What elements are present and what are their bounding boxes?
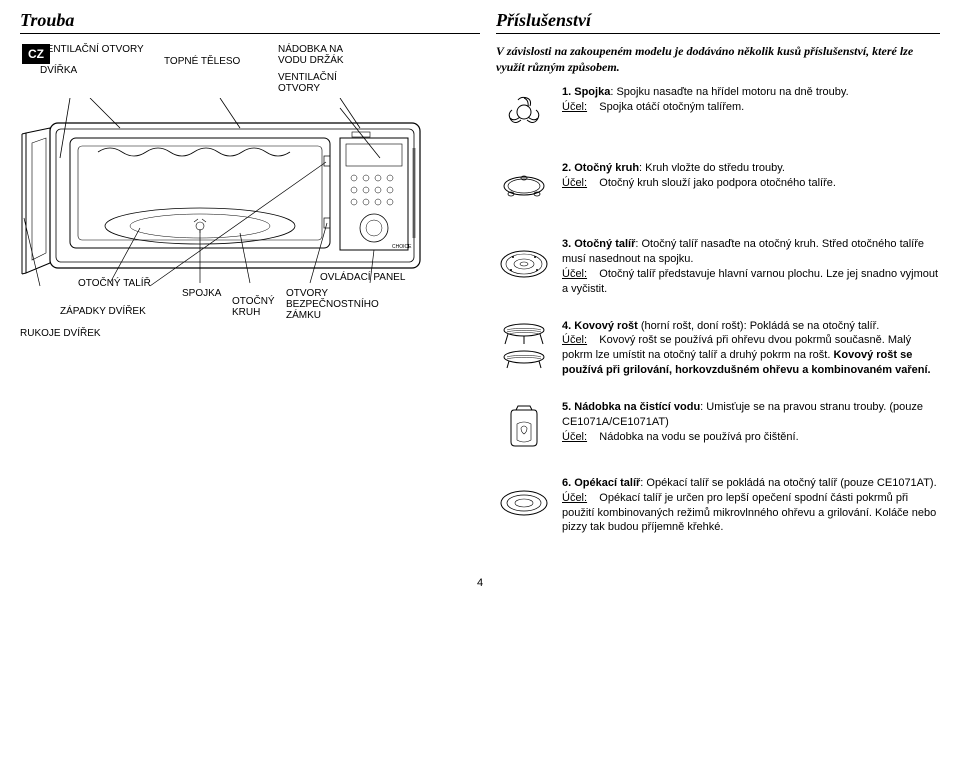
label-otvory-bz: OTVORY BEZPEČNOSTNÍHO ZÁMKU [286,288,379,321]
purpose-label: Účel: [562,101,587,113]
label-otocny-talir: OTOČNÝ TALÍŘ [78,278,151,289]
label-spojka: SPOJKA [182,288,221,299]
accessory-item: 1. Spojka: Spojku nasaďte na hřídel moto… [496,85,940,139]
purpose-text: Nádobka na vodu se používá pro čištění. [599,431,798,443]
purpose-text: Opékací talíř je určen pro lepší opečení… [562,492,936,534]
purpose-text: Otočný talíř představuje hlavní varnou p… [562,268,938,295]
accessory-item: 5. Nádobka na čistící vodu: Umisťuje se … [496,400,940,454]
upper-labels: VENTILAČNÍ OTVORY DVÍŘKA TOPNÉ TĚLESO NÁ… [40,44,480,94]
ring-icon [496,161,552,215]
item-desc: : Opékací talíř se pokládá na otočný tal… [640,477,936,489]
purpose-label: Účel: [562,492,587,504]
label-nadobka: NÁDOBKA NA VODU DRŽÁK [278,44,368,66]
item-number: 1. [562,86,571,98]
label-otocny-kruh: OTOČNÝ KRUH [232,296,275,318]
label-vent-top: VENTILAČNÍ OTVORY [40,44,150,55]
purpose-label: Účel: [562,334,587,346]
item-number: 5. [562,401,571,413]
accessory-item: 3. Otočný talíř: Otočný talíř nasaďte na… [496,237,940,296]
label-rukoje: RUKOJE DVÍŘEK [20,328,101,339]
item-desc: : Kruh vložte do středu trouby. [639,162,785,174]
item-name: Spojka [574,86,610,98]
rack-icon [496,319,552,373]
accessory-item: 6. Opékací talíř: Opékací talíř se poklá… [496,476,940,535]
oven-diagram: CHOICE [20,98,460,288]
accessory-item: 2. Otočný kruh: Kruh vložte do středu tr… [496,161,940,215]
item-number: 4. [562,320,571,332]
label-dvirka: DVÍŘKA [40,65,150,76]
item-name: Nádobka na čistící vodu [574,401,700,413]
item-name: Otočný kruh [574,162,639,174]
water-icon [496,400,552,454]
item-name: Opékací talíř [574,477,640,489]
purpose-label: Účel: [562,431,587,443]
label-zapadky: ZÁPADKY DVÍŘEK [60,306,146,317]
left-title: Trouba [20,10,480,34]
right-column: Příslušenství V závislosti na zakoupeném… [496,10,940,557]
label-topne: TOPNÉ TĚLESO [164,56,240,67]
item-name: Kovový rošt [574,320,638,332]
item-number: 6. [562,477,571,489]
plate-icon [496,237,552,291]
right-title: Příslušenství [496,10,940,34]
label-vent-side: VENTILAČNÍ OTVORY [278,72,368,94]
cz-badge: CZ [22,44,50,64]
lower-labels: OTOČNÝ TALÍŘ SPOJKA OTOČNÝ KRUH OVLÁDACÍ… [20,278,480,398]
coupler-icon [496,85,552,139]
item-name: Otočný talíř [574,238,635,250]
page-number: 4 [20,577,940,589]
crisp-icon [496,476,552,530]
item-desc: (horní rošt, doní rošt): Pokládá se na o… [638,320,880,332]
item-number: 3. [562,238,571,250]
purpose-label: Účel: [562,177,587,189]
accessory-item: 4. Kovový rošt (horní rošt, doní rošt): … [496,319,940,378]
item-number: 2. [562,162,571,174]
item-desc: : Spojku nasaďte na hřídel motoru na dně… [610,86,848,98]
label-ovladaci-panel: OVLÁDACÍ PANEL [320,272,405,283]
purpose-text: Otočný kruh slouží jako podpora otočného… [599,177,836,189]
purpose-text: Spojka otáčí otočným talířem. [599,101,744,113]
svg-text:CHOICE: CHOICE [392,244,412,250]
purpose-label: Účel: [562,268,587,280]
left-column: Trouba VENTILAČNÍ OTVORY DVÍŘKA TOPNÉ TĚ… [20,10,480,557]
intro-text: V závislosti na zakoupeném modelu je dod… [496,44,940,75]
